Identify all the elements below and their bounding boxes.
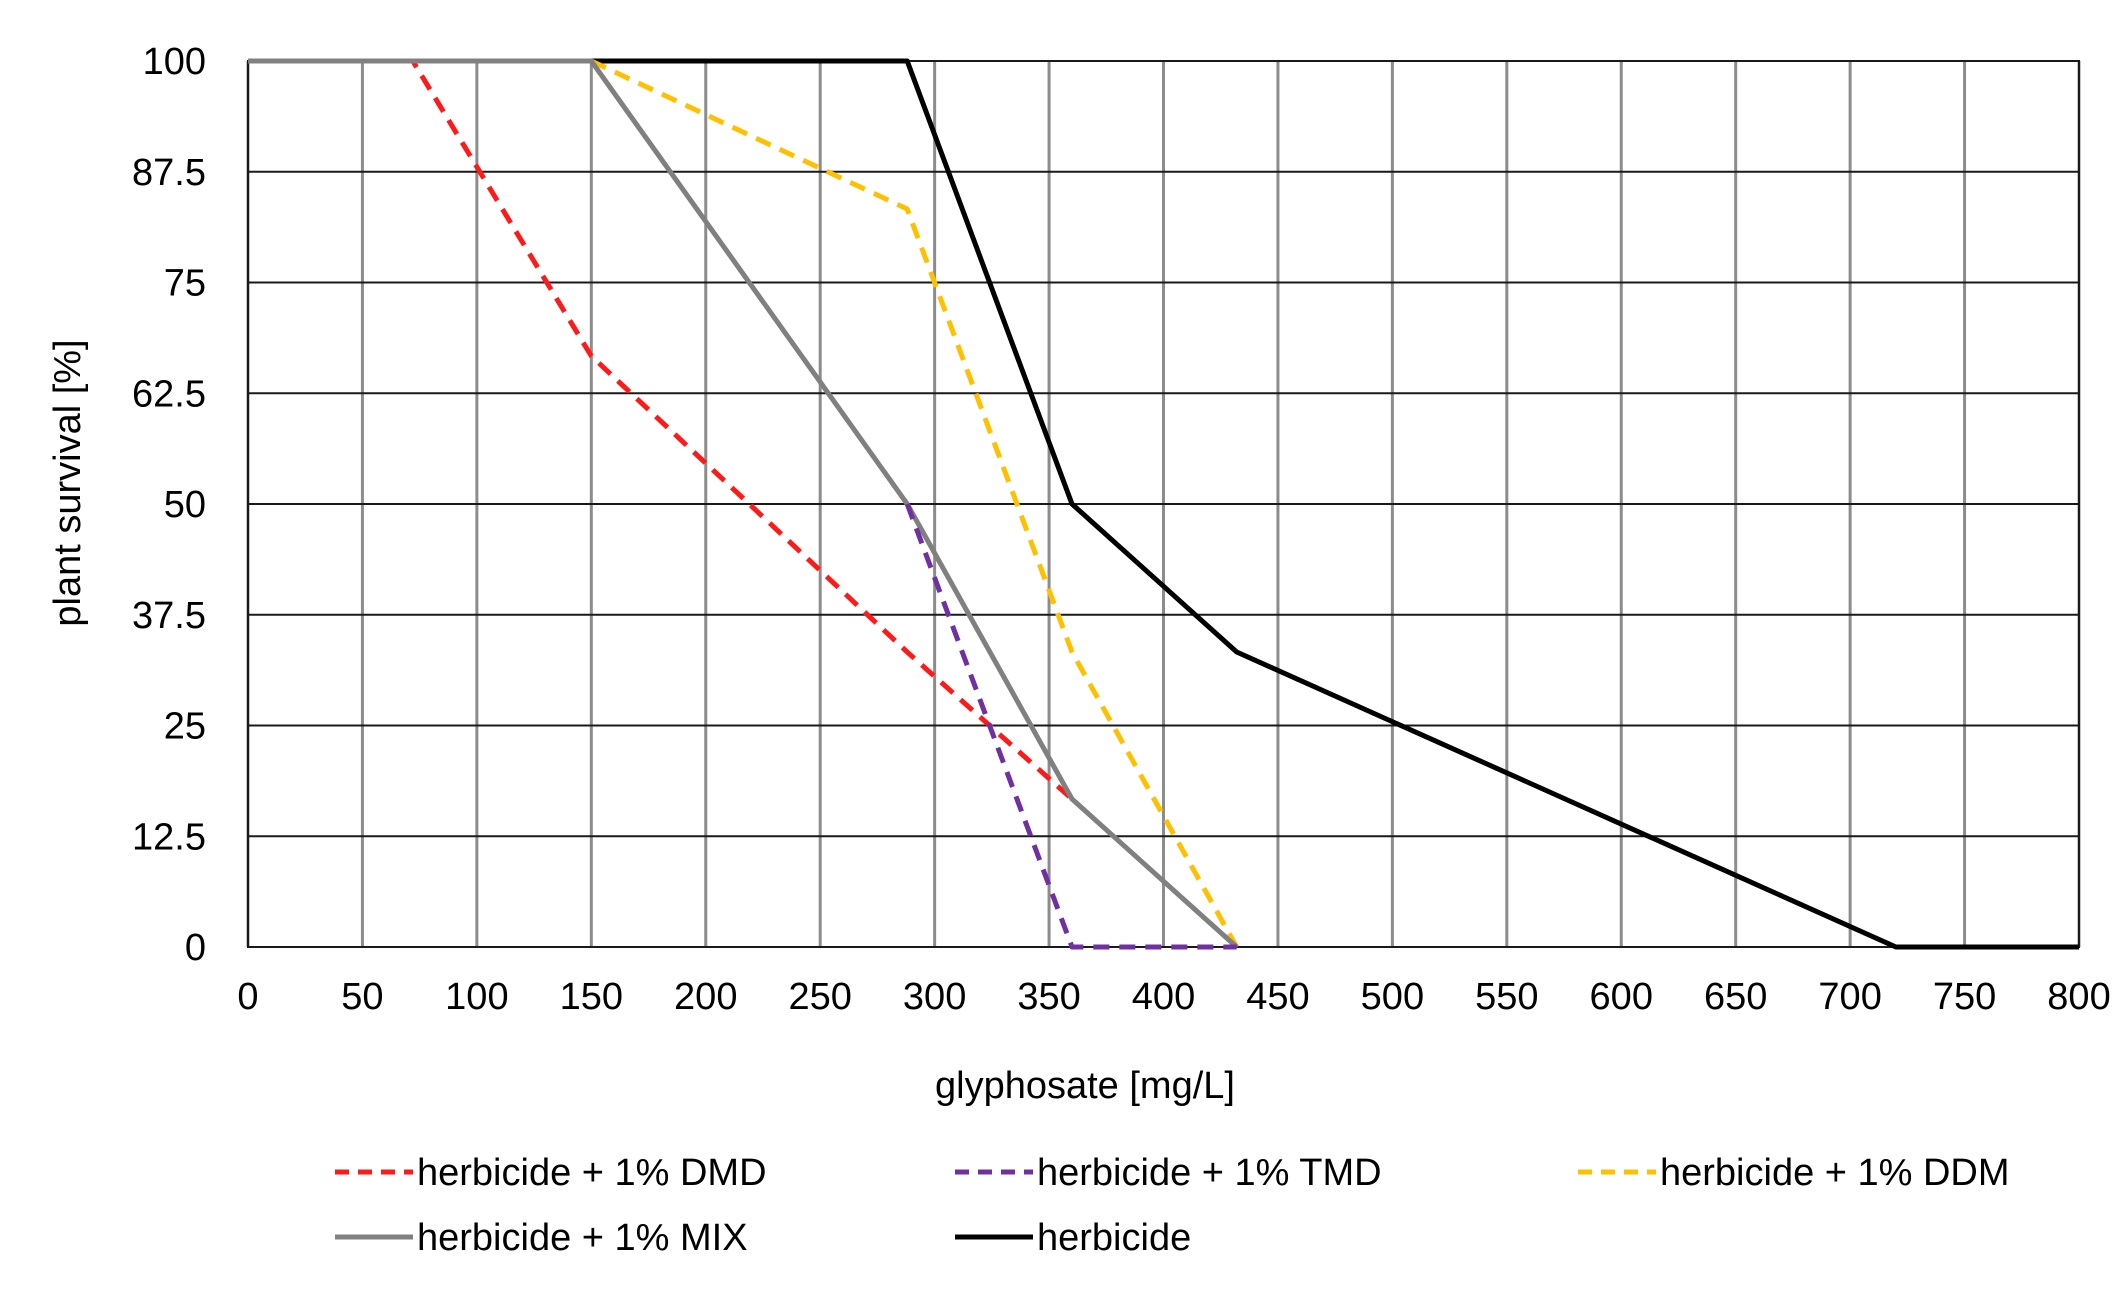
x-tick-label: 500 — [1361, 976, 1424, 1018]
x-tick-label: 250 — [788, 976, 851, 1018]
legend-label: herbicide — [1037, 1217, 1191, 1259]
y-axis-title: plant survival [%] — [47, 339, 89, 626]
y-tick-label: 0 — [185, 927, 206, 969]
y-tick-label: 37.5 — [132, 595, 206, 637]
x-tick-label: 800 — [2047, 976, 2110, 1018]
y-tick-labels: 0 12.5 25 37.5 50 62.5 75 87.5 100 — [132, 41, 206, 969]
legend-label: herbicide + 1% MIX — [417, 1217, 748, 1259]
x-tick-label: 400 — [1132, 976, 1195, 1018]
x-tick-label: 450 — [1246, 976, 1309, 1018]
series-line-herbicide — [248, 58, 2079, 950]
y-tick-label: 87.5 — [132, 152, 206, 194]
legend-label: herbicide + 1% DDM — [1660, 1152, 2010, 1194]
x-tick-label: 100 — [445, 976, 508, 1018]
series-line-herbicide-1-ddm — [590, 58, 1239, 949]
x-tick-label: 600 — [1590, 976, 1653, 1018]
y-tick-label: 50 — [164, 484, 206, 526]
x-tick-label: 300 — [903, 976, 966, 1018]
y-tick-label: 100 — [143, 41, 206, 83]
grid-lines — [246, 60, 2081, 948]
x-tick-label: 350 — [1017, 976, 1080, 1018]
legend: herbicide + 1% DMD herbicide + 1% TMD herb… — [335, 1152, 2010, 1259]
x-tick-label: 550 — [1475, 976, 1538, 1018]
y-tick-label: 12.5 — [132, 816, 206, 858]
x-tick-label: 50 — [341, 976, 383, 1018]
legend-label: herbicide + 1% DMD — [417, 1152, 767, 1194]
y-tick-label: 62.5 — [132, 373, 206, 415]
series-lines — [248, 58, 2079, 950]
x-axis-title: glyphosate [mg/L] — [935, 1065, 1235, 1107]
y-tick-label: 25 — [164, 706, 206, 748]
x-tick-label: 750 — [1933, 976, 1996, 1018]
x-tick-label: 0 — [237, 976, 258, 1018]
series-line-herbicide-1-tmd — [904, 503, 1237, 950]
x-tick-label: 150 — [560, 976, 623, 1018]
x-tick-label: 200 — [674, 976, 737, 1018]
x-tick-label: 700 — [1818, 976, 1881, 1018]
x-tick-labels: 0 50 100 150 200 250 300 350 400 450 500 550 600 650 7… — [237, 976, 2110, 1018]
x-tick-label: 650 — [1704, 976, 1767, 1018]
plot-border — [247, 60, 2080, 948]
y-tick-label: 75 — [164, 263, 206, 305]
legend-label: herbicide + 1% TMD — [1037, 1152, 1382, 1194]
